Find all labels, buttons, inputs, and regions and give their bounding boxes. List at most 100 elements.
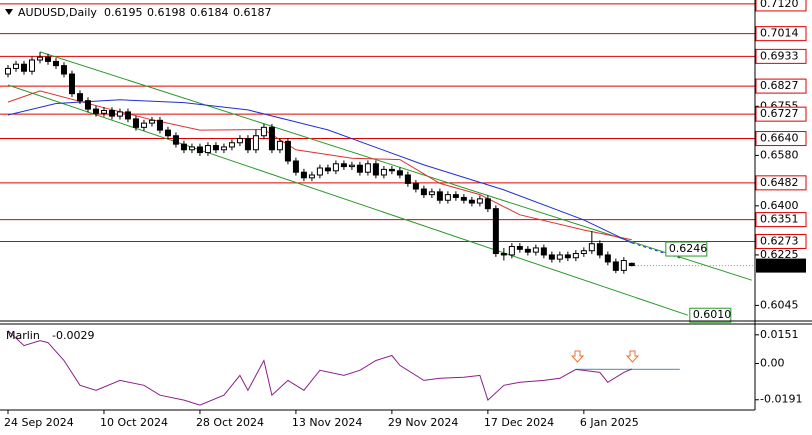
candle-body [204,145,211,154]
y-tick-label: 0.6580 [760,148,799,161]
channel-label-box [665,241,708,257]
level-label-box [755,131,807,147]
candle-body [108,109,115,117]
candle-body [276,140,283,151]
candle-body [564,254,571,259]
level-label: 0.6933 [760,49,799,62]
level-label-box [755,0,807,12]
current-price-label: 0.6187 [760,259,799,272]
level-label: 0.7014 [760,27,799,40]
candle-body [92,108,99,114]
candle-body [532,247,539,253]
level-label: 0.6727 [760,107,799,120]
candle-body [308,174,315,179]
candle-body [156,119,163,131]
candle-body [124,111,131,120]
ohlc-high: 0.6198 [147,6,186,19]
candle-body [180,143,187,151]
channel-label-box [689,307,732,323]
ohlc-close: 0.6187 [233,6,272,19]
x-tick-label: 10 Oct 2024 [100,416,168,429]
candle-body [4,67,11,75]
candle-body [52,60,59,67]
x-tick-label: 17 Dec 2024 [484,416,554,429]
oscillator-title: Marlin [6,329,40,342]
candle-body [420,188,427,196]
candle-body [492,208,499,255]
candle-body [260,126,267,137]
candle-body [516,246,523,250]
candle-body [164,129,171,137]
y-tick-label: 0.6225 [760,248,799,261]
x-tick-label: 29 Nov 2024 [388,416,458,429]
ohlc-low: 0.6184 [190,6,229,19]
signal-arrow [570,350,585,363]
candle-body [404,174,411,184]
candle-body [508,246,515,256]
level-label-box [755,233,807,249]
candle-body [332,163,339,172]
y-tick-label: 0.6400 [760,199,799,212]
level-label: 0.6273 [760,234,799,247]
candle-body [500,253,507,256]
candle-body [620,260,627,271]
candle-body [12,63,19,69]
candle-body [236,138,243,144]
x-tick-label: 13 Nov 2024 [292,416,362,429]
y-tick-label: 0.00 [760,356,785,369]
candle-body [372,163,379,176]
candle-body [68,73,75,95]
candle-body [556,254,563,260]
candle-body [580,250,587,255]
candle-body [388,168,395,172]
candle-body [436,191,443,201]
candle-body [428,191,435,196]
channel-label: 0.6246 [669,242,708,255]
candle-body [612,261,619,271]
level-label: 0.7120 [760,0,799,10]
price-pane: 0.67550.65800.64000.62250.60450.71200.70… [0,0,807,323]
level-label: 0.6640 [760,132,799,145]
candle-body [228,142,235,148]
candle-body [444,194,451,201]
candle-body [548,254,555,260]
candle-body [60,65,67,75]
candle-body [252,135,259,151]
candle-body [172,135,179,145]
candle-body [140,122,147,128]
y-tick-label: -0.0191 [760,393,802,406]
level-label-box [755,212,807,228]
symbol-label: AUDUSD,Daily [18,6,97,19]
candle-body [484,198,491,210]
candle-body [340,163,347,168]
channel-label: 0.6010 [693,308,732,321]
candle-body [284,140,291,162]
ohlc-open: 0.6195 [104,6,143,19]
candle-body [132,118,139,128]
candle-body [196,146,203,154]
candle-body [28,59,35,72]
level-label: 0.6827 [760,79,799,92]
candle-body [380,168,387,176]
candle-body [76,93,83,102]
current-price-box [756,258,806,273]
x-tick-label: 6 Jan 2025 [580,416,639,429]
candle-body [300,171,307,179]
candle-body [292,160,299,173]
candle-body [244,138,251,151]
candle-body [212,145,219,151]
channel-line [7,84,688,316]
candle-body [540,247,547,256]
candle-body [44,56,51,62]
level-label: 0.6351 [760,213,799,226]
level-label-box [755,106,807,122]
candle-body [356,164,363,173]
candle-body [476,198,483,204]
menu-arrow[interactable] [5,9,13,15]
level-label-box [755,48,807,64]
candle-body [100,109,107,114]
candle-body [460,196,467,201]
oscillator-line [7,330,632,406]
candle-body [572,253,579,259]
candle-body [468,199,475,204]
